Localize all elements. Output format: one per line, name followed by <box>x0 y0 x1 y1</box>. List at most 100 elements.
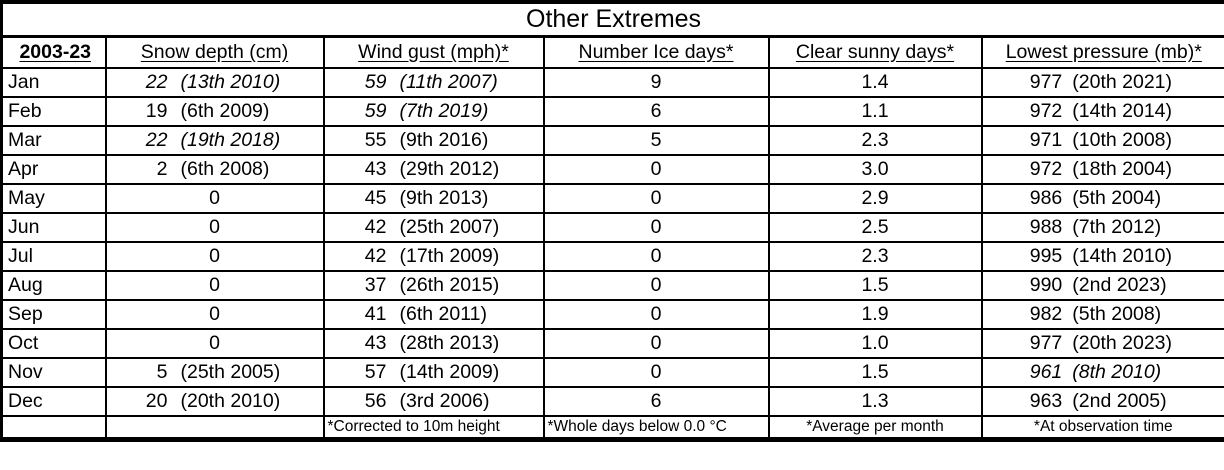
column-header-wind-gust: Wind gust (mph)* <box>322 35 545 69</box>
table-row: Dec 20 (20th 2010) 56 (3rd 2006) 6 1.3 963… <box>0 385 1224 417</box>
footnote-pressure: *At observation time <box>980 414 1224 439</box>
month-cell: Feb <box>0 95 107 127</box>
ice-days-cell: 6 <box>542 95 770 127</box>
pressure-cell: 986 (5th 2004) <box>980 182 1224 214</box>
table-row: Mar 22 (19th 2018) 55 (9th 2016) 5 2.3 971… <box>0 124 1224 156</box>
column-header-period: 2003-23 <box>0 35 107 69</box>
other-extremes-table: Other Extremes 2003-23 Snow depth (cm) W… <box>0 0 1224 442</box>
snow-depth-cell: 0 <box>104 182 325 214</box>
snow-depth-cell: 0 <box>104 269 325 301</box>
wind-gust-cell: 43 (28th 2013) <box>322 327 545 359</box>
month-cell: Aug <box>0 269 107 301</box>
table-title: Other Extremes <box>1 2 1224 38</box>
wind-gust-cell: 45 (9th 2013) <box>322 182 545 214</box>
ice-days-cell: 0 <box>542 298 770 330</box>
snow-depth-cell: 20 (20th 2010) <box>104 385 325 417</box>
ice-days-cell: 9 <box>542 66 770 98</box>
sunny-days-cell: 1.1 <box>767 95 983 127</box>
pressure-cell: 972 (14th 2014) <box>980 95 1224 127</box>
sunny-days-cell: 3.0 <box>767 153 983 185</box>
table-row: Other Extremes <box>1 2 1224 38</box>
column-header-ice-days: Number Ice days* <box>542 35 770 69</box>
snow-depth-cell: 22 (13th 2010) <box>104 66 325 98</box>
ice-days-cell: 5 <box>542 124 770 156</box>
wind-gust-cell: 41 (6th 2011) <box>322 298 545 330</box>
sunny-days-cell: 2.3 <box>767 124 983 156</box>
snow-depth-cell: 19 (6th 2009) <box>104 95 325 127</box>
wind-gust-cell: 59 (7th 2019) <box>322 95 545 127</box>
table-row: *Corrected to 10m height *Whole days bel… <box>0 414 1224 439</box>
sunny-days-cell: 2.9 <box>767 182 983 214</box>
pressure-cell: 995 (14th 2010) <box>980 240 1224 272</box>
table-row: Aug 0 37 (26th 2015) 0 1.5 990 (2nd 2023) <box>0 269 1224 301</box>
footnote-sunny: *Average per month <box>767 414 983 439</box>
pressure-cell: 963 (2nd 2005) <box>980 385 1224 417</box>
wind-gust-cell: 56 (3rd 2006) <box>322 385 545 417</box>
table-row: 2003-23 Snow depth (cm) Wind gust (mph)*… <box>0 35 1224 69</box>
column-header-snow-depth: Snow depth (cm) <box>104 35 325 69</box>
table-row: Jan 22 (13th 2010) 59 (11th 2007) 9 1.4 97… <box>0 66 1224 98</box>
snow-depth-cell: 0 <box>104 240 325 272</box>
table-row: Oct 0 43 (28th 2013) 0 1.0 977 (20th 2023) <box>0 327 1224 359</box>
sunny-days-cell: 1.0 <box>767 327 983 359</box>
sunny-days-cell: 1.3 <box>767 385 983 417</box>
month-cell: May <box>0 182 107 214</box>
wind-gust-cell: 59 (11th 2007) <box>322 66 545 98</box>
month-cell: Nov <box>0 356 107 388</box>
table-row: Apr 2 (6th 2008) 43 (29th 2012) 0 3.0 972(… <box>0 153 1224 185</box>
month-cell: Dec <box>0 385 107 417</box>
pressure-cell: 988 (7th 2012) <box>980 211 1224 243</box>
month-cell: Sep <box>0 298 107 330</box>
month-cell: Oct <box>0 327 107 359</box>
wind-gust-cell: 42 (25th 2007) <box>322 211 545 243</box>
table-row: Sep 0 41 (6th 2011) 0 1.9 982 (5th 2008) <box>0 298 1224 330</box>
ice-days-cell: 0 <box>542 153 770 185</box>
wind-gust-cell: 43 (29th 2012) <box>322 153 545 185</box>
pressure-cell: 971 (10th 2008) <box>980 124 1224 156</box>
pressure-cell: 961 (8th 2010) <box>980 356 1224 388</box>
pressure-cell: 972 (18th 2004) <box>980 153 1224 185</box>
footnote-ice: *Whole days below 0.0 °C <box>542 414 770 439</box>
ice-days-cell: 0 <box>542 211 770 243</box>
sunny-days-cell: 2.5 <box>767 211 983 243</box>
snow-depth-cell: 22 (19th 2018) <box>104 124 325 156</box>
empty-cell <box>0 414 107 439</box>
month-cell: Mar <box>0 124 107 156</box>
sunny-days-cell: 1.9 <box>767 298 983 330</box>
ice-days-cell: 0 <box>542 182 770 214</box>
ice-days-cell: 0 <box>542 356 770 388</box>
sunny-days-cell: 1.5 <box>767 269 983 301</box>
ice-days-cell: 6 <box>542 385 770 417</box>
snow-depth-cell: 5 (25th 2005) <box>104 356 325 388</box>
pressure-cell: 977 (20th 2023) <box>980 327 1224 359</box>
snow-depth-cell: 2 (6th 2008) <box>104 153 325 185</box>
ice-days-cell: 0 <box>542 240 770 272</box>
snow-depth-cell: 0 <box>104 298 325 330</box>
table-row: Jun 0 42 (25th 2007) 0 2.5 988 (7th 2012) <box>0 211 1224 243</box>
ice-days-cell: 0 <box>542 269 770 301</box>
column-header-pressure: Lowest pressure (mb)* <box>980 35 1224 69</box>
pressure-cell: 990 (2nd 2023) <box>980 269 1224 301</box>
wind-gust-cell: 42 (17th 2009) <box>322 240 545 272</box>
pressure-cell: 982 (5th 2008) <box>980 298 1224 330</box>
wind-gust-cell: 37 (26th 2015) <box>322 269 545 301</box>
empty-cell <box>104 414 325 439</box>
snow-depth-cell: 0 <box>104 211 325 243</box>
pressure-cell: 977 (20th 2021) <box>980 66 1224 98</box>
month-cell: Jul <box>0 240 107 272</box>
sunny-days-cell: 2.3 <box>767 240 983 272</box>
table-row: Feb 19 (6th 2009) 59 (7th 2019) 6 1.1 972(… <box>0 95 1224 127</box>
snow-depth-cell: 0 <box>104 327 325 359</box>
footnote-wind: *Corrected to 10m height <box>322 414 545 439</box>
sunny-days-cell: 1.5 <box>767 356 983 388</box>
month-cell: Jan <box>0 66 107 98</box>
table-row: Jul 0 42 (17th 2009) 0 2.3 995 (14th 2010) <box>0 240 1224 272</box>
ice-days-cell: 0 <box>542 327 770 359</box>
wind-gust-cell: 55 (9th 2016) <box>322 124 545 156</box>
table-row: Nov 5 (25th 2005) 57 (14th 2009) 0 1.5 961… <box>0 356 1224 388</box>
month-cell: Jun <box>0 211 107 243</box>
table-row: May 0 45 (9th 2013) 0 2.9 986 (5th 2004) <box>0 182 1224 214</box>
column-header-sunny-days: Clear sunny days* <box>767 35 983 69</box>
month-cell: Apr <box>0 153 107 185</box>
